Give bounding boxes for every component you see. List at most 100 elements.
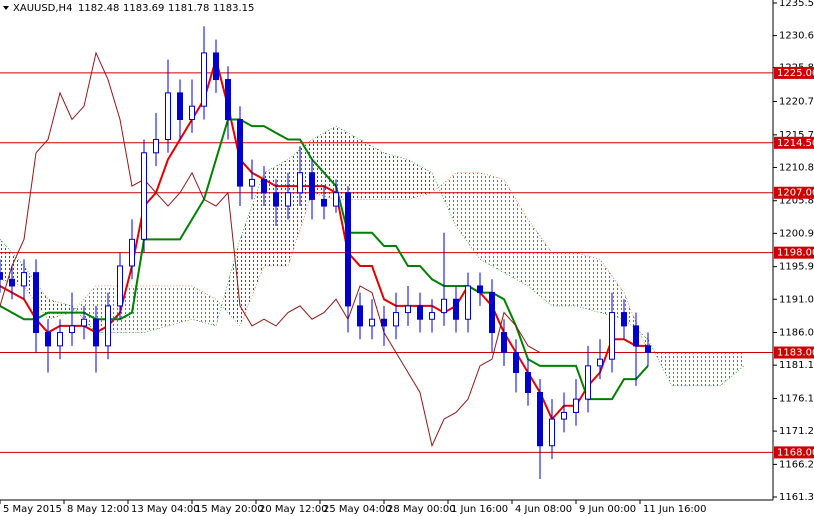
y-tick-label: 1166.20 (779, 459, 814, 470)
level-label: 1214.50 (777, 138, 814, 149)
candle-body (477, 285, 483, 294)
y-tick-label: 1176.10 (779, 393, 814, 404)
menu-arrow[interactable] (3, 6, 9, 10)
ohlc-value: 1183.15 (213, 3, 254, 14)
cloud-segment (408, 159, 432, 200)
candle-body (297, 172, 303, 194)
cloud-segment (648, 339, 672, 386)
cloud-segment (672, 352, 696, 386)
cloud-edge (0, 125, 745, 387)
candle-body (21, 272, 27, 287)
level-label-box (774, 66, 814, 79)
y-tick-label: 1220.70 (779, 97, 814, 108)
candle-body (513, 352, 519, 374)
candle-body (453, 298, 459, 320)
symbol: XAUUSD,H4 (13, 3, 72, 14)
candle-body (573, 398, 579, 413)
cloud-segment (456, 172, 480, 260)
level-label-box (774, 446, 814, 459)
candle-body (537, 391, 543, 447)
candle-body (177, 92, 183, 121)
candle-body (189, 105, 195, 121)
y-tick-label: 1210.80 (779, 162, 814, 173)
cloud-segment (312, 126, 336, 200)
indicator-line (0, 51, 541, 448)
ohlc-value: 1181.78 (168, 3, 209, 14)
cloud-segment (696, 352, 720, 386)
y-tick-label: 1161.30 (779, 492, 814, 503)
candle-body (561, 411, 567, 420)
candle-body (645, 345, 651, 354)
time-panel (0, 500, 814, 516)
y-tick-label: 1191.00 (779, 294, 814, 305)
candle-body (369, 318, 375, 327)
x-tick-label: 13 May 04:00 (131, 504, 200, 515)
candle-body (45, 332, 51, 347)
x-tick-label: 20 May 12:00 (259, 504, 328, 515)
cloud-segment (600, 259, 624, 320)
candle-body (273, 192, 279, 207)
cloud-segment (504, 179, 528, 286)
candle-body (249, 178, 255, 187)
candle-body (33, 272, 39, 334)
candle-body (441, 298, 447, 314)
cloud-segment (360, 139, 384, 200)
candle-body (93, 318, 99, 347)
candle-body (465, 285, 471, 320)
cloud-segment (168, 285, 192, 326)
y-tick-label: 1235.50 (779, 0, 814, 9)
candle-body (225, 79, 231, 121)
candle-body (357, 305, 363, 327)
candle-body (417, 305, 423, 320)
candle-body (393, 312, 399, 327)
y-tick-label: 1205.80 (779, 196, 814, 207)
y-tick-label: 1200.90 (779, 228, 814, 239)
ohlc-value: 1182.48 (78, 3, 119, 14)
y-tick-label: 1171.20 (779, 426, 814, 437)
level-label-box (774, 136, 814, 149)
candle-body (141, 152, 147, 240)
candle-body (201, 52, 207, 107)
y-tick-label: 1186.00 (779, 328, 814, 339)
candle-body (609, 312, 615, 360)
candle-body (549, 418, 555, 447)
x-tick-label: 25 May 04:00 (323, 504, 392, 515)
candle-body (9, 278, 15, 287)
cloud-segment (432, 172, 456, 227)
candle-body (57, 332, 63, 347)
cloud-segment (240, 172, 264, 326)
candle-body (213, 52, 219, 81)
y-tick-label: 1195.90 (779, 262, 814, 273)
candle-body (105, 305, 111, 347)
x-tick-label: 4 Jun 08:00 (515, 504, 572, 515)
level-label-box (774, 186, 814, 199)
candle-body (69, 325, 75, 334)
candle-body (501, 332, 507, 354)
candle-body (405, 305, 411, 314)
candle-body (0, 272, 3, 280)
candle-body (237, 119, 243, 187)
level-label: 1198.00 (777, 248, 814, 259)
cloud-segment (0, 239, 24, 286)
x-tick-label: 15 May 20:00 (195, 504, 264, 515)
x-tick-label: 5 May 2015 (3, 504, 62, 515)
y-tick-label: 1215.70 (779, 130, 814, 141)
candle-body (381, 318, 387, 327)
candle-body (597, 358, 603, 367)
candle-body (129, 238, 135, 267)
cloud-segment (552, 252, 576, 306)
candle-body (81, 318, 87, 327)
candle-body (261, 178, 267, 194)
candle-body (309, 172, 315, 200)
candle-body (345, 192, 351, 307)
candle-body (153, 138, 159, 154)
candle-body (285, 192, 291, 207)
cloud-segment (720, 352, 744, 386)
x-tick-label: 1 Jun 16:00 (451, 504, 508, 515)
x-tick-label: 9 Jun 00:00 (579, 504, 636, 515)
cloud-segment (336, 126, 360, 200)
candle-body (633, 325, 639, 347)
cloud-segment (384, 152, 408, 200)
